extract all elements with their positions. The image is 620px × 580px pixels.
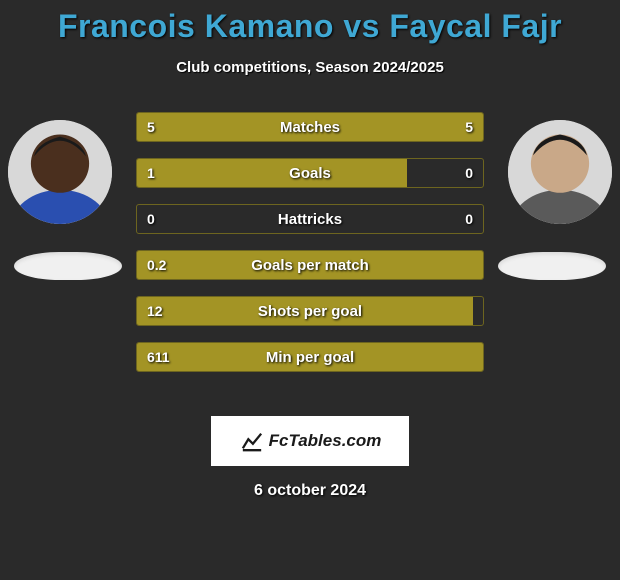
brand-chart-icon	[239, 430, 265, 452]
player-left-avatar	[8, 120, 112, 224]
subtitle: Club competitions, Season 2024/2025	[0, 59, 620, 76]
stat-label: Goals	[137, 159, 483, 187]
brand-badge: FcTables.com	[211, 416, 409, 466]
stat-bar: 10Goals	[136, 158, 484, 188]
stat-label: Matches	[137, 113, 483, 141]
stat-bar: 00Hattricks	[136, 204, 484, 234]
stat-label: Hattricks	[137, 205, 483, 233]
stat-label: Shots per goal	[137, 297, 483, 325]
stat-bars-container: 55Matches 10Goals 00Hattricks 0.2Goals per …	[136, 112, 484, 388]
avatar-right-graphic	[508, 120, 612, 224]
stat-bar: 55Matches	[136, 112, 484, 142]
brand-text: FcTables.com	[269, 431, 382, 451]
comparison-arena: 55Matches 10Goals 00Hattricks 0.2Goals per …	[0, 102, 620, 402]
page-title: Francois Kamano vs Faycal Fajr	[0, 0, 620, 45]
avatar-left-graphic	[8, 120, 112, 224]
stat-label: Min per goal	[137, 343, 483, 371]
stat-bar: 0.2Goals per match	[136, 250, 484, 280]
stat-bar: 611Min per goal	[136, 342, 484, 372]
player-right-flag	[498, 252, 606, 280]
player-right-avatar	[508, 120, 612, 224]
stat-label: Goals per match	[137, 251, 483, 279]
stat-bar: 12Shots per goal	[136, 296, 484, 326]
date-label: 6 october 2024	[0, 482, 620, 500]
player-left-flag	[14, 252, 122, 280]
